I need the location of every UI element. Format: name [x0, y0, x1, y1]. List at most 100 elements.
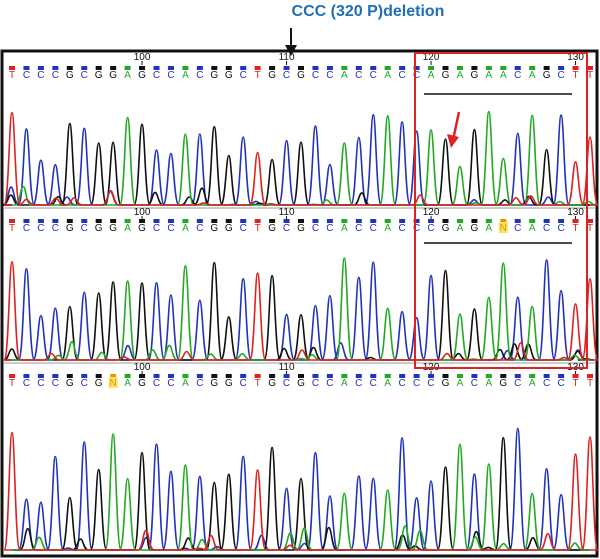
base-quality-square [341, 66, 348, 70]
base-quality-square [139, 219, 146, 223]
base-letter: T [255, 70, 261, 81]
base-quality-square [456, 66, 463, 70]
base-letter: T [587, 223, 593, 234]
base-letter: A [124, 70, 131, 81]
trace-T [3, 111, 599, 206]
base-letter: G [471, 70, 479, 81]
base-quality-square [399, 66, 406, 70]
base-letter: N [500, 223, 507, 234]
position-label: 100 [134, 207, 151, 218]
base-letter: A [500, 70, 507, 81]
base-quality-square [283, 374, 290, 378]
base-letter: G [138, 70, 146, 81]
base-quality-square [298, 66, 304, 70]
base-quality-square [81, 66, 88, 70]
base-quality-square [355, 66, 362, 70]
base-letter: C [543, 378, 550, 389]
base-quality-square [384, 66, 391, 70]
base-quality-square [37, 374, 44, 378]
base-quality-square [298, 219, 304, 223]
base-letter: C [326, 378, 333, 389]
base-letter: C [312, 70, 319, 81]
base-quality-square [269, 66, 276, 70]
base-quality-square [500, 219, 507, 223]
base-quality-square [312, 219, 319, 223]
position-label: 120 [423, 52, 440, 63]
base-quality-square [211, 66, 218, 70]
base-quality-square [471, 66, 478, 70]
base-quality-square [66, 66, 73, 70]
base-letter: G [297, 378, 305, 389]
base-quality-square [254, 219, 261, 223]
base-letter: C [514, 70, 521, 81]
base-quality-square [485, 66, 492, 70]
base-letter: T [587, 70, 593, 81]
base-letter: C [326, 70, 333, 81]
base-letter: A [182, 223, 189, 234]
base-letter: G [225, 70, 233, 81]
base-letter: C [557, 223, 564, 234]
base-quality-square [543, 219, 550, 223]
base-quality-square [225, 219, 232, 223]
base-quality-square [399, 219, 406, 223]
base-letter: C [399, 223, 406, 234]
base-letter: C [153, 70, 160, 81]
trace-C [12, 427, 590, 551]
trace-T [3, 260, 599, 361]
base-quality-square [240, 374, 247, 378]
base-quality-square [153, 66, 160, 70]
base-letter: C [557, 378, 564, 389]
base-quality-square [110, 374, 117, 378]
base-quality-square [254, 374, 261, 378]
base-quality-square [81, 219, 88, 223]
base-letter: C [81, 223, 88, 234]
trace-A [12, 110, 597, 206]
base-quality-square [196, 374, 203, 378]
base-quality-square [384, 219, 391, 223]
base-letter: A [486, 223, 493, 234]
deletion-annotation-label: CCC (320 P)deletion [292, 3, 445, 20]
trace-A [12, 433, 590, 551]
base-quality-square [66, 219, 73, 223]
base-quality-square [37, 66, 44, 70]
trace-G [12, 436, 590, 551]
base-letter: G [210, 70, 218, 81]
base-quality-square [298, 374, 304, 378]
base-letter: C [355, 378, 362, 389]
base-letter: C [167, 223, 174, 234]
base-quality-square [456, 374, 463, 378]
base-letter: C [413, 223, 420, 234]
base-quality-square [370, 219, 377, 223]
base-letter: C [52, 378, 59, 389]
base-letter: T [587, 378, 593, 389]
figure-frame [0, 49, 599, 558]
base-letter: C [355, 70, 362, 81]
base-letter: C [153, 378, 160, 389]
base-letter: C [326, 223, 333, 234]
base-letter: T [572, 70, 578, 81]
base-quality-square [355, 219, 362, 223]
position-label: 110 [279, 207, 295, 218]
base-quality-square [269, 219, 276, 223]
trace-C [12, 259, 590, 361]
base-quality-square [514, 66, 521, 70]
base-quality-square [66, 374, 73, 378]
base-letter: C [240, 70, 247, 81]
base-letter: G [297, 223, 305, 234]
base-letter: A [428, 70, 435, 81]
base-quality-square [23, 374, 30, 378]
base-letter: C [413, 70, 420, 81]
base-letter: A [529, 223, 536, 234]
base-quality-square [167, 374, 174, 378]
base-letter: A [341, 378, 348, 389]
position-label: 100 [134, 52, 151, 63]
base-letter: C [399, 70, 406, 81]
base-letter: G [225, 223, 233, 234]
base-quality-square [428, 219, 435, 223]
base-letter: G [95, 223, 103, 234]
red-arrow-icon [447, 111, 461, 148]
base-quality-square [500, 66, 507, 70]
